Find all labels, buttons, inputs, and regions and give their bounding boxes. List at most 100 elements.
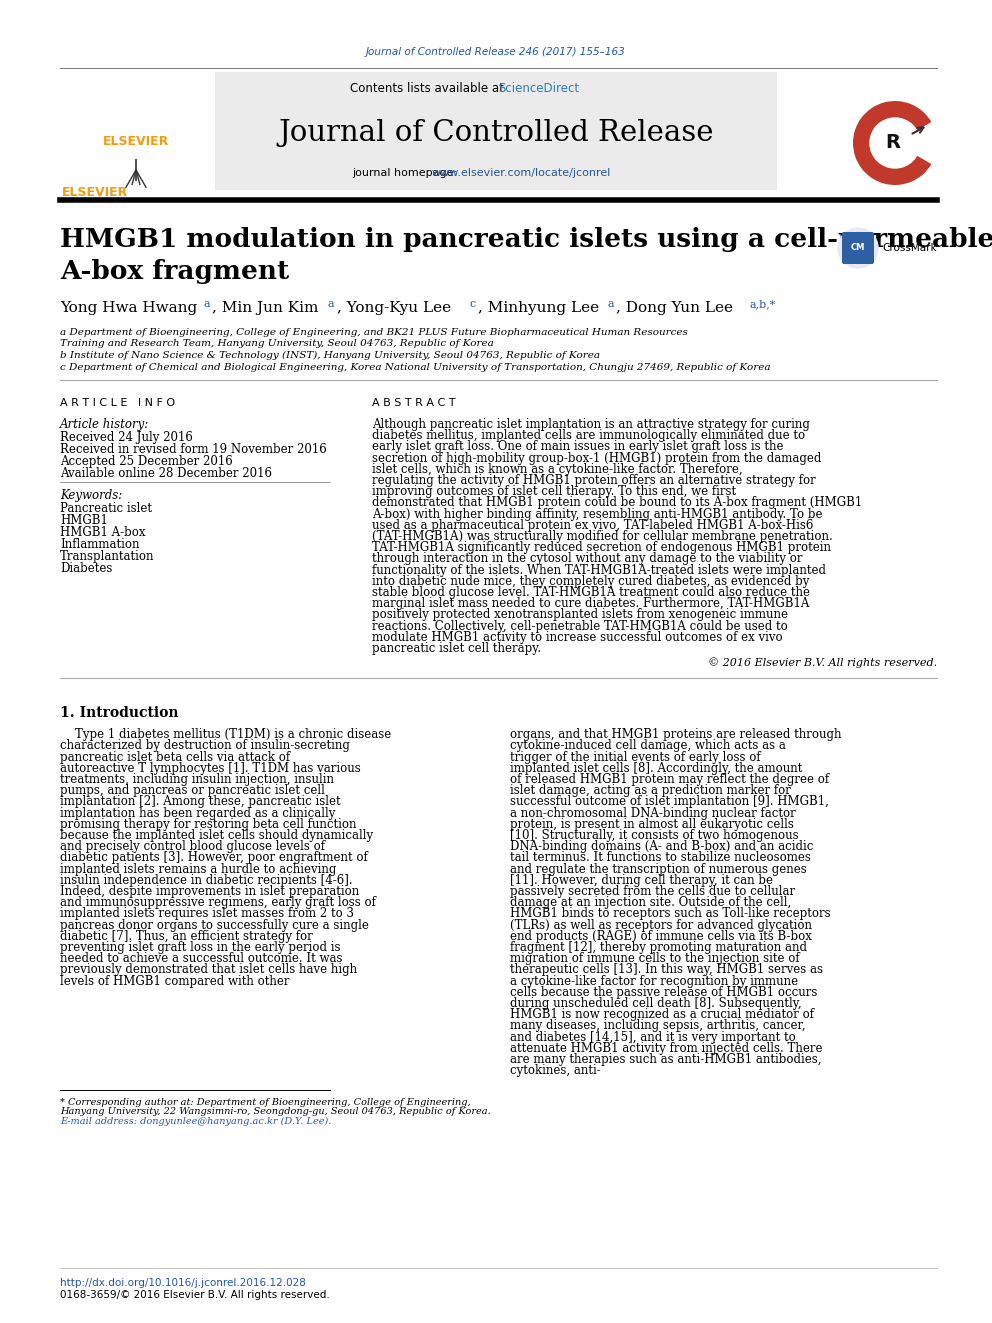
Text: http://dx.doi.org/10.1016/j.jconrel.2016.12.028: http://dx.doi.org/10.1016/j.jconrel.2016…	[60, 1278, 306, 1289]
Text: Article history:: Article history:	[60, 418, 149, 431]
Text: early islet graft loss. One of main issues in early islet graft loss is the: early islet graft loss. One of main issu…	[372, 441, 784, 454]
Text: 1. Introduction: 1. Introduction	[60, 706, 179, 720]
Text: b Institute of Nano Science & Technology (INST), Hanyang University, Seoul 04763: b Institute of Nano Science & Technology…	[60, 351, 600, 360]
Text: pumps, and pancreas or pancreatic islet cell: pumps, and pancreas or pancreatic islet …	[60, 785, 324, 798]
Text: implantation has been regarded as a clinically: implantation has been regarded as a clin…	[60, 807, 335, 820]
Text: a,b,*: a,b,*	[750, 299, 777, 310]
Text: protein, is present in almost all eukaryotic cells: protein, is present in almost all eukary…	[510, 818, 794, 831]
Text: pancreas donor organs to successfully cure a single: pancreas donor organs to successfully cu…	[60, 918, 369, 931]
Text: a: a	[203, 299, 209, 310]
Text: HMGB1: HMGB1	[60, 515, 108, 527]
Text: cytokines, anti-: cytokines, anti-	[510, 1064, 601, 1077]
Text: and immunosuppressive regimens, early graft loss of: and immunosuppressive regimens, early gr…	[60, 896, 376, 909]
Text: www.elsevier.com/locate/jconrel: www.elsevier.com/locate/jconrel	[432, 168, 611, 179]
Text: cells because the passive release of HMGB1 occurs: cells because the passive release of HMG…	[510, 986, 817, 999]
Text: marginal islet mass needed to cure diabetes. Furthermore, TAT-HMGB1A: marginal islet mass needed to cure diabe…	[372, 597, 809, 610]
Text: Inflammation: Inflammation	[60, 538, 140, 550]
Text: 0168-3659/© 2016 Elsevier B.V. All rights reserved.: 0168-3659/© 2016 Elsevier B.V. All right…	[60, 1290, 329, 1301]
Text: (TAT-HMGB1A) was structurally modified for cellular membrane penetration.: (TAT-HMGB1A) was structurally modified f…	[372, 531, 832, 542]
Text: (TLRs) as well as receptors for advanced glycation: (TLRs) as well as receptors for advanced…	[510, 918, 812, 931]
Text: positively protected xenotransplanted islets from xenogeneic immune: positively protected xenotransplanted is…	[372, 609, 788, 622]
Text: attenuate HMGB1 activity from injected cells. There: attenuate HMGB1 activity from injected c…	[510, 1041, 822, 1054]
Text: improving outcomes of islet cell therapy. To this end, we first: improving outcomes of islet cell therapy…	[372, 486, 736, 499]
Text: reactions. Collectively, cell-penetrable TAT-HMGB1A could be used to: reactions. Collectively, cell-penetrable…	[372, 619, 788, 632]
Text: HMGB1 is now recognized as a crucial mediator of: HMGB1 is now recognized as a crucial med…	[510, 1008, 814, 1021]
Text: Received 24 July 2016: Received 24 July 2016	[60, 431, 192, 445]
Text: a cytokine-like factor for recognition by immune: a cytokine-like factor for recognition b…	[510, 975, 799, 987]
Text: organs, and that HMGB1 proteins are released through: organs, and that HMGB1 proteins are rele…	[510, 728, 841, 741]
Text: modulate HMGB1 activity to increase successful outcomes of ex vivo: modulate HMGB1 activity to increase succ…	[372, 631, 783, 644]
Text: and diabetes [14,15], and it is very important to: and diabetes [14,15], and it is very imp…	[510, 1031, 796, 1044]
Text: c: c	[469, 299, 475, 310]
Text: a: a	[328, 299, 334, 310]
Text: A-box fragment: A-box fragment	[60, 259, 290, 284]
Text: because the implanted islet cells should dynamically: because the implanted islet cells should…	[60, 830, 373, 841]
Text: diabetes mellitus, implanted cells are immunologically eliminated due to: diabetes mellitus, implanted cells are i…	[372, 429, 806, 442]
Text: autoreactive T lymphocytes [1]. T1DM has various: autoreactive T lymphocytes [1]. T1DM has…	[60, 762, 361, 775]
Text: trigger of the initial events of early loss of: trigger of the initial events of early l…	[510, 750, 761, 763]
Text: of released HMGB1 protein may reflect the degree of: of released HMGB1 protein may reflect th…	[510, 773, 829, 786]
Text: Accepted 25 December 2016: Accepted 25 December 2016	[60, 455, 233, 468]
Text: characterized by destruction of insulin-secreting: characterized by destruction of insulin-…	[60, 740, 350, 753]
Text: a Department of Bioengineering, College of Engineering, and BK21 PLUS Future Bio: a Department of Bioengineering, College …	[60, 328, 687, 337]
Text: stable blood glucose level. TAT-HMGB1A treatment could also reduce the: stable blood glucose level. TAT-HMGB1A t…	[372, 586, 810, 599]
Text: , Minhyung Lee: , Minhyung Lee	[478, 302, 599, 315]
Text: levels of HMGB1 compared with other: levels of HMGB1 compared with other	[60, 975, 290, 987]
Circle shape	[870, 118, 920, 168]
Text: E-mail address: dongyunlee@hanyang.ac.kr (D.Y. Lee).: E-mail address: dongyunlee@hanyang.ac.kr…	[60, 1117, 331, 1126]
FancyBboxPatch shape	[62, 70, 210, 185]
Text: pancreatic islet cell therapy.: pancreatic islet cell therapy.	[372, 642, 541, 655]
Text: implantation [2]. Among these, pancreatic islet: implantation [2]. Among these, pancreati…	[60, 795, 340, 808]
Text: needed to achieve a successful outcome. It was: needed to achieve a successful outcome. …	[60, 953, 342, 966]
Text: diabetic patients [3]. However, poor engraftment of: diabetic patients [3]. However, poor eng…	[60, 852, 368, 864]
Text: a: a	[607, 299, 614, 310]
Text: damage at an injection site. Outside of the cell,: damage at an injection site. Outside of …	[510, 896, 792, 909]
Text: TAT-HMGB1A significantly reduced secretion of endogenous HMGB1 protein: TAT-HMGB1A significantly reduced secreti…	[372, 541, 831, 554]
Text: , Yong-Kyu Lee: , Yong-Kyu Lee	[337, 302, 451, 315]
Text: pancreatic islet beta cells via attack of: pancreatic islet beta cells via attack o…	[60, 750, 290, 763]
Text: tail terminus. It functions to stabilize nucleosomes: tail terminus. It functions to stabilize…	[510, 852, 810, 864]
Text: diabetic [7]. Thus, an efficient strategy for: diabetic [7]. Thus, an efficient strateg…	[60, 930, 312, 943]
Text: secretion of high-mobility group-box-1 (HMGB1) protein from the damaged: secretion of high-mobility group-box-1 (…	[372, 451, 821, 464]
Text: Journal of Controlled Release 246 (2017) 155–163: Journal of Controlled Release 246 (2017)…	[366, 48, 626, 57]
Text: HMGB1 binds to receptors such as Toll-like receptors: HMGB1 binds to receptors such as Toll-li…	[510, 908, 830, 921]
FancyBboxPatch shape	[842, 232, 874, 265]
Text: Yong Hwa Hwang: Yong Hwa Hwang	[60, 302, 197, 315]
Text: passively secreted from the cells due to cellular: passively secreted from the cells due to…	[510, 885, 796, 898]
Text: [11]. However, during cell therapy, it can be: [11]. However, during cell therapy, it c…	[510, 873, 773, 886]
Text: Indeed, despite improvements in islet preparation: Indeed, despite improvements in islet pr…	[60, 885, 359, 898]
Text: promising therapy for restoring beta cell function: promising therapy for restoring beta cel…	[60, 818, 356, 831]
Text: used as a pharmaceutical protein ex vivo, TAT-labeled HMGB1 A-box-His6: used as a pharmaceutical protein ex vivo…	[372, 519, 813, 532]
Text: Type 1 diabetes mellitus (T1DM) is a chronic disease: Type 1 diabetes mellitus (T1DM) is a chr…	[75, 728, 391, 741]
Text: journal homepage:: journal homepage:	[352, 168, 460, 179]
Text: R: R	[886, 134, 901, 152]
Text: successful outcome of islet implantation [9]. HMGB1,: successful outcome of islet implantation…	[510, 795, 829, 808]
Text: ELSEVIER: ELSEVIER	[103, 135, 169, 148]
Text: DNA-binding domains (A- and B-box) and an acidic: DNA-binding domains (A- and B-box) and a…	[510, 840, 813, 853]
Text: Training and Research Team, Hanyang University, Seoul 04763, Republic of Korea: Training and Research Team, Hanyang Univ…	[60, 339, 494, 348]
Text: a non-chromosomal DNA-binding nuclear factor: a non-chromosomal DNA-binding nuclear fa…	[510, 807, 796, 820]
Text: many diseases, including sepsis, arthritis, cancer,: many diseases, including sepsis, arthrit…	[510, 1020, 806, 1032]
Text: CM: CM	[851, 243, 865, 253]
Text: implanted islets remains a hurdle to achieving: implanted islets remains a hurdle to ach…	[60, 863, 336, 876]
Text: functionality of the islets. When TAT-HMGB1A-treated islets were implanted: functionality of the islets. When TAT-HM…	[372, 564, 826, 577]
Text: implanted islets requires islet masses from 2 to 3: implanted islets requires islet masses f…	[60, 908, 354, 921]
Text: are many therapies such as anti-HMGB1 antibodies,: are many therapies such as anti-HMGB1 an…	[510, 1053, 821, 1066]
Text: A-box) with higher binding affinity, resembling anti-HMGB1 antibody. To be: A-box) with higher binding affinity, res…	[372, 508, 822, 520]
Text: ScienceDirect: ScienceDirect	[498, 82, 579, 94]
Text: ELSEVIER: ELSEVIER	[62, 185, 128, 198]
Text: Diabetes: Diabetes	[60, 562, 112, 576]
Text: * Corresponding author at: Department of Bioengineering, College of Engineering,: * Corresponding author at: Department of…	[60, 1098, 470, 1107]
Text: Although pancreatic islet implantation is an attractive strategy for curing: Although pancreatic islet implantation i…	[372, 418, 809, 431]
Text: Received in revised form 19 November 2016: Received in revised form 19 November 201…	[60, 443, 326, 456]
Text: c Department of Chemical and Biological Engineering, Korea National University o: c Department of Chemical and Biological …	[60, 363, 771, 372]
Text: Journal of Controlled Release: Journal of Controlled Release	[278, 119, 714, 147]
Text: islet cells, which is known as a cytokine-like factor. Therefore,: islet cells, which is known as a cytokin…	[372, 463, 743, 476]
Text: , Min Jun Kim: , Min Jun Kim	[212, 302, 318, 315]
Text: HMGB1 modulation in pancreatic islets using a cell-permeable: HMGB1 modulation in pancreatic islets us…	[60, 228, 992, 253]
Text: through interaction in the cytosol without any damage to the viability or: through interaction in the cytosol witho…	[372, 553, 803, 565]
Text: fragment [12], thereby promoting maturation and: fragment [12], thereby promoting maturat…	[510, 941, 807, 954]
Text: CrossMark: CrossMark	[882, 243, 936, 253]
Text: implanted islet cells [8]. Accordingly, the amount: implanted islet cells [8]. Accordingly, …	[510, 762, 803, 775]
Text: preventing islet graft loss in the early period is: preventing islet graft loss in the early…	[60, 941, 340, 954]
